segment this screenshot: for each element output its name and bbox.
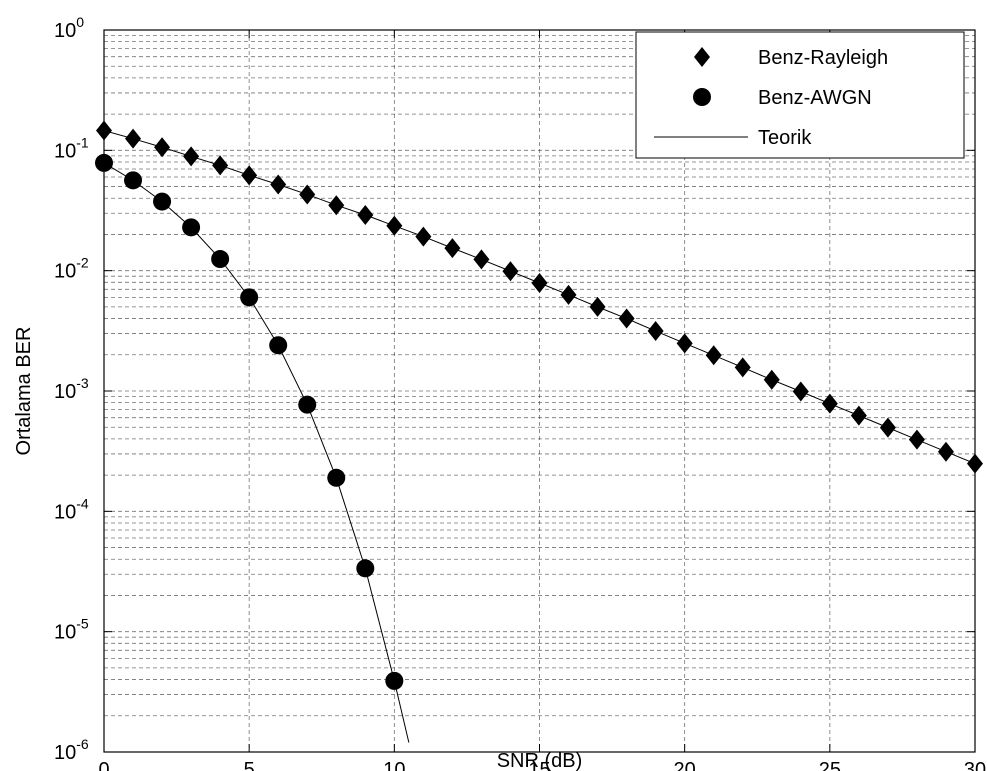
axes: 0 5 10 15 20 25 30 100 10-1 10-2 10-3 10-4 10-5 10-6 (54, 14, 986, 771)
legend-marker-circle (693, 88, 711, 106)
rayleigh-point (444, 238, 461, 259)
legend: Benz-Rayleigh Benz-AWGN Teorik (635, 31, 965, 159)
awgn-point (298, 395, 317, 414)
awgn-point (211, 250, 230, 269)
rayleigh-point (560, 284, 577, 305)
x-tick-label: 15 (528, 759, 550, 771)
rayleigh-point (502, 261, 519, 282)
rayleigh-point (270, 174, 287, 195)
y-tick-label: 10-6 (54, 736, 89, 764)
x-tick-label: 20 (674, 759, 696, 771)
rayleigh-point (96, 120, 112, 141)
awgn-point (95, 153, 113, 172)
y-tick-label: 10-3 (54, 375, 89, 403)
rayleigh-point (763, 369, 780, 390)
rayleigh-point (734, 357, 751, 378)
y-tick-label: 10-1 (54, 134, 89, 162)
awgn-point (153, 192, 172, 211)
rayleigh-point (879, 417, 896, 438)
rayleigh-point (357, 205, 374, 226)
awgn-point (124, 171, 143, 190)
rayleigh-point (967, 453, 983, 474)
rayleigh-point (212, 155, 229, 176)
rayleigh-point (821, 393, 838, 414)
rayleigh-point (937, 441, 954, 462)
rayleigh-point (299, 184, 316, 205)
y-tick-label: 10-4 (54, 495, 89, 523)
rayleigh-point (589, 296, 606, 317)
legend-marker-diamond (694, 47, 710, 67)
awgn-point (327, 468, 346, 487)
rayleigh-point (792, 381, 809, 402)
y-tick-label: 10-5 (54, 616, 89, 644)
rayleigh-point (328, 195, 345, 216)
rayleigh-point (183, 146, 200, 167)
rayleigh-point (386, 215, 403, 236)
awgn-point (269, 336, 288, 355)
legend-label: Teorik (758, 127, 812, 149)
y-tick-label: 100 (54, 14, 84, 42)
legend-label: Benz-AWGN (758, 87, 872, 109)
rayleigh-point (908, 429, 925, 450)
rayleigh-point (241, 165, 258, 186)
y-axis-label: Ortalama BER (13, 327, 35, 456)
x-axis-label: SNR (dB) (497, 750, 583, 771)
awgn-point (356, 559, 375, 578)
rayleigh-point (705, 345, 722, 366)
awgn-point (240, 288, 259, 307)
x-tick-label: 0 (98, 759, 109, 771)
rayleigh-point (850, 405, 867, 426)
x-tick-label: 30 (964, 759, 986, 771)
rayleigh-point (473, 249, 490, 270)
x-tick-label: 5 (244, 759, 255, 771)
rayleigh-point (618, 308, 635, 329)
x-tick-label: 10 (383, 759, 405, 771)
x-tick-label: 25 (819, 759, 841, 771)
rayleigh-point (125, 128, 142, 149)
rayleigh-point (531, 272, 548, 293)
y-tick-label: 10-2 (54, 255, 89, 283)
series-markers (95, 120, 983, 690)
awgn-point (182, 218, 201, 237)
rayleigh-point (676, 333, 693, 354)
legend-label: Benz-Rayleigh (758, 47, 888, 69)
rayleigh-point (415, 226, 432, 247)
awgn-point (385, 671, 404, 690)
rayleigh-point (647, 321, 664, 342)
rayleigh-point (154, 137, 171, 158)
